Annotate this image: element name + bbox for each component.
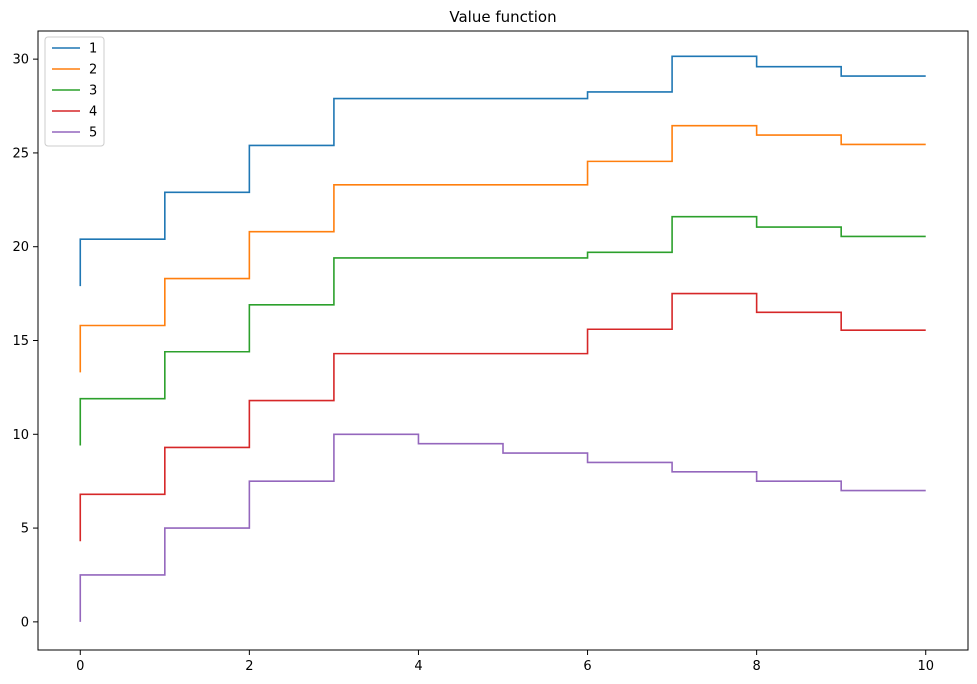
x-tick-label: 0 — [76, 659, 84, 674]
legend-label-5: 5 — [89, 126, 97, 141]
y-tick-label: 0 — [21, 615, 29, 630]
y-tick-label: 15 — [12, 334, 29, 349]
legend-label-3: 3 — [89, 84, 97, 99]
y-axis: 0 5 10 15 20 25 30 — [12, 53, 38, 630]
plot-area-frame — [37, 30, 969, 651]
series-line-3 — [79, 215, 926, 446]
series-line-1 — [79, 55, 926, 287]
y-tick-label: 30 — [12, 53, 29, 68]
series-layer — [79, 55, 926, 622]
x-tick-label: 4 — [414, 659, 422, 674]
series-line-4 — [79, 292, 926, 542]
legend-label-4: 4 — [89, 105, 97, 120]
x-tick-label: 8 — [752, 659, 760, 674]
y-tick-label: 20 — [12, 240, 29, 255]
chart-title: Value function — [449, 8, 556, 26]
legend-box — [44, 36, 105, 147]
legend-label-1: 1 — [89, 42, 97, 57]
x-axis: 0 2 4 6 8 10 — [76, 650, 934, 674]
legend: 1 2 3 4 5 — [44, 36, 105, 147]
x-tick-label: 2 — [245, 659, 253, 674]
series-line-2 — [79, 124, 926, 373]
legend-label-2: 2 — [89, 63, 97, 78]
series-line-5 — [79, 433, 926, 622]
y-tick-label: 25 — [12, 146, 29, 161]
x-tick-label: 6 — [583, 659, 591, 674]
y-tick-label: 10 — [12, 428, 29, 443]
x-tick-label: 10 — [917, 659, 934, 674]
y-tick-label: 5 — [21, 522, 29, 537]
